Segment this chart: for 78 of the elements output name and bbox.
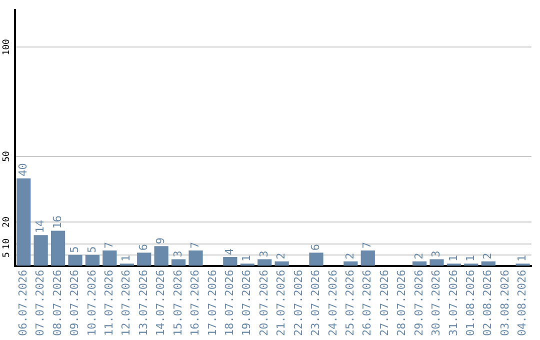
data-label: 3: [257, 250, 270, 258]
bar: [171, 259, 186, 266]
x-tick-label: 31.07.2026: [446, 270, 460, 336]
x-tick-label: 20.07.2026: [257, 270, 270, 336]
data-label: 16: [50, 216, 64, 229]
bar: [274, 261, 289, 266]
y-tick-label: 100: [2, 39, 12, 56]
x-tick-label: 12.07.2026: [120, 270, 133, 336]
data-label: 40: [16, 163, 30, 176]
bar: [50, 230, 66, 266]
data-label: 1: [446, 254, 460, 262]
data-label: 1: [120, 254, 133, 262]
y-tick-label: 10: [2, 238, 12, 250]
x-tick-label: 07.07.2026: [34, 270, 47, 336]
bar: [430, 259, 444, 266]
bar: [223, 257, 238, 266]
data-label: 1: [516, 254, 529, 262]
bar: [309, 252, 324, 266]
bar: [34, 235, 48, 266]
x-tick-label: 02.08.2026: [481, 270, 494, 336]
x-tick-label: 04.08.2026: [516, 270, 529, 336]
x-tick-label: 21.07.2026: [274, 270, 288, 336]
data-label: 5: [68, 246, 82, 253]
bar: [16, 178, 31, 266]
bar: [85, 254, 100, 266]
x-tick-label: 30.07.2026: [430, 270, 443, 336]
x-tick-label: 06.07.2026: [16, 270, 30, 336]
bar: [360, 250, 375, 266]
x-tick-label: 28.07.2026: [395, 270, 408, 336]
data-label: 2: [481, 252, 494, 260]
x-tick-label: 18.07.2026: [223, 270, 236, 336]
data-label: 7: [102, 242, 116, 248]
x-tick-label: 15.07.2026: [171, 270, 184, 336]
bar: [102, 250, 117, 266]
data-label: 3: [430, 250, 443, 258]
x-tick-label: 14.07.2026: [154, 270, 168, 336]
data-label: 5: [85, 246, 98, 253]
data-label: 2: [274, 252, 288, 260]
data-label: 2: [344, 252, 357, 260]
x-tick-label: 27.07.2026: [378, 270, 391, 336]
data-label: 2: [412, 252, 426, 260]
data-label: 3: [171, 250, 184, 258]
x-tick-label: 13.07.2026: [136, 270, 150, 336]
x-tick-label: 16.07.2026: [188, 270, 202, 336]
x-tick-label: 26.07.2026: [360, 270, 374, 336]
x-tick-label: 03.08.2026: [498, 270, 512, 336]
data-label: 7: [188, 242, 202, 248]
x-tick-label: 19.07.2026: [240, 270, 254, 336]
x-tick-label: 22.07.2026: [292, 270, 305, 336]
bar: [154, 246, 168, 266]
bar: [68, 254, 82, 266]
x-tick-label: 09.07.2026: [68, 270, 82, 336]
bar: [137, 252, 152, 266]
y-tick-label: 50: [2, 151, 12, 162]
data-label: 4: [223, 248, 236, 256]
x-tick-label: 23.07.2026: [309, 270, 322, 336]
data-label: 6: [309, 244, 322, 251]
x-tick-label: 11.07.2026: [102, 270, 116, 336]
bar: [258, 259, 272, 266]
data-label: 7: [360, 242, 374, 248]
y-tick-label: 5: [2, 252, 12, 258]
x-tick-label: 25.07.2026: [344, 270, 357, 336]
x-tick-label: 24.07.2026: [326, 270, 340, 336]
y-tick-label: 20: [2, 216, 12, 228]
x-tick-label: 29.07.2026: [412, 270, 426, 336]
x-tick-label: 10.07.2026: [85, 270, 98, 336]
data-label: 9: [154, 237, 168, 244]
x-tick-label: 08.07.2026: [50, 270, 64, 336]
data-label: 1: [464, 254, 478, 262]
data-label: 1: [240, 254, 254, 262]
data-label: 6: [136, 244, 150, 251]
data-label: 14: [34, 220, 47, 234]
bar: [188, 250, 203, 266]
x-tick-label: 17.07.2026: [206, 270, 219, 336]
x-tick-label: 01.08.2026: [464, 270, 478, 336]
bar: [344, 261, 358, 266]
bar: [481, 261, 496, 266]
bar: [412, 261, 427, 266]
